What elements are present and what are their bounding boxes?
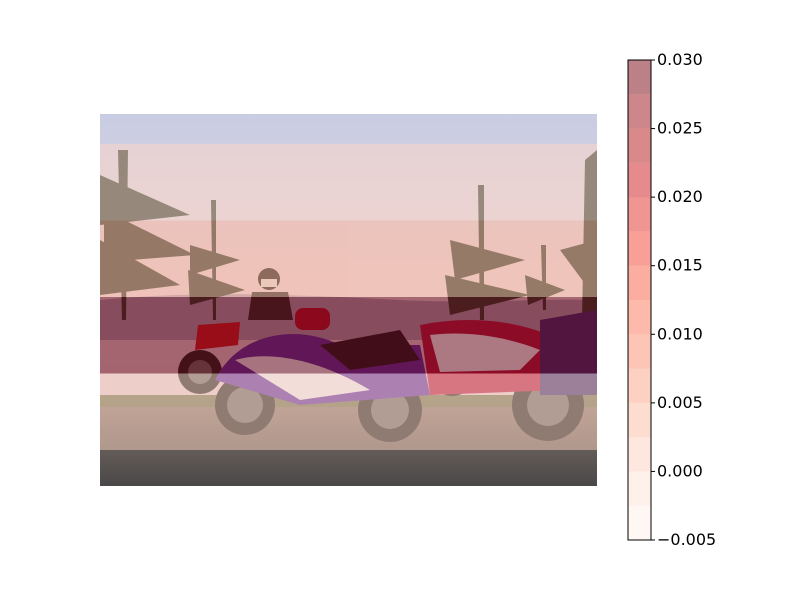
- colorbar-segment: [628, 334, 651, 369]
- heatmap-cell: [348, 373, 597, 450]
- colorbar-segment: [628, 231, 651, 266]
- colorbar-segment: [628, 368, 651, 403]
- heatmap-cell: [100, 144, 349, 221]
- colorbar-segment: [628, 402, 651, 438]
- colorbar-tick-label: 0.020: [657, 187, 703, 206]
- colorbar-segment: [628, 265, 651, 300]
- colorbar: −0.005 0.000 0.005 0.010 0.015 0.020 0.025 0.03…: [627, 50, 716, 549]
- colorbar-segment: [628, 437, 651, 472]
- heatmap-cell: [100, 373, 349, 450]
- colorbar-segment: [628, 471, 651, 506]
- heatmap-overlay: [100, 144, 597, 450]
- colorbar-segment: [628, 60, 651, 95]
- colorbar-tick-label: 0.025: [657, 119, 703, 138]
- colorbar-tick-label: 0.010: [657, 324, 703, 343]
- colorbar-segment: [628, 300, 651, 335]
- colorbar-segment: [628, 94, 651, 129]
- colorbar-tick-label: 0.030: [657, 50, 703, 69]
- heatmap-cell: [348, 144, 597, 221]
- heatmap-cell: [100, 297, 349, 374]
- colorbar-segment: [628, 505, 651, 540]
- colorbar-segment: [628, 197, 651, 232]
- colorbar-tick-label: −0.005: [657, 530, 716, 549]
- heatmap-cell: [100, 220, 349, 297]
- heatmap-cell: [348, 297, 597, 374]
- heatmap-cell: [348, 220, 597, 297]
- colorbar-tick-label: 0.005: [657, 393, 703, 412]
- colorbar-frame: [627, 59, 652, 541]
- colorbar-segment: [628, 128, 651, 163]
- colorbar-tick-label: 0.015: [657, 256, 703, 275]
- colorbar-tick-label: 0.000: [657, 461, 703, 480]
- colorbar-segment: [628, 162, 651, 198]
